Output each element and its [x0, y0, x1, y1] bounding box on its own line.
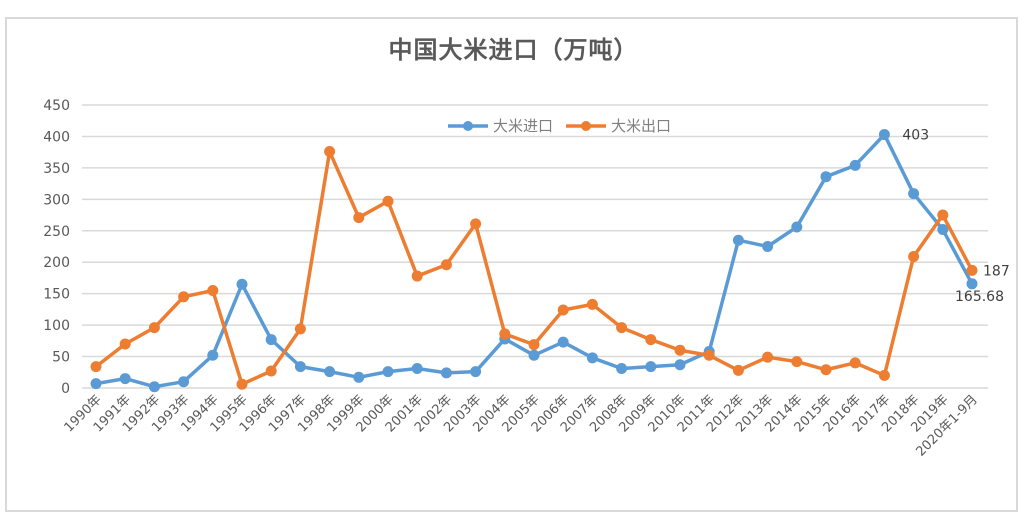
- data-point: [645, 334, 657, 346]
- y-tick-label: 50: [52, 350, 70, 366]
- data-point: [849, 357, 861, 369]
- y-tick-label: 300: [43, 192, 70, 208]
- data-point: [878, 369, 890, 381]
- data-point: [557, 304, 569, 316]
- data-point: [616, 322, 628, 334]
- data-point: [178, 291, 190, 303]
- chart-frame: [5, 17, 1018, 512]
- data-point: [324, 146, 336, 158]
- legend-marker-icon: [581, 121, 591, 131]
- data-point: [908, 188, 920, 200]
- data-point: [878, 129, 890, 141]
- series-大米出口: [90, 146, 978, 390]
- data-point: [528, 349, 540, 361]
- data-point: [90, 378, 102, 390]
- legend-item[interactable]: 大米出口: [566, 117, 671, 135]
- legend-label: 大米出口: [611, 117, 671, 135]
- data-point: [207, 285, 219, 297]
- data-point: [382, 195, 394, 207]
- y-tick-label: 0: [61, 381, 70, 397]
- data-point: [119, 373, 131, 385]
- data-point: [470, 218, 482, 230]
- data-point: [791, 356, 803, 368]
- data-point: [148, 381, 160, 393]
- data-point: [353, 371, 365, 383]
- data-point: [645, 361, 657, 373]
- data-point: [791, 221, 803, 233]
- data-point: [586, 298, 598, 310]
- data-point: [148, 322, 160, 334]
- data-point: [294, 323, 306, 335]
- data-point: [440, 367, 452, 379]
- chart-title: 中国大米进口（万吨）: [388, 36, 639, 64]
- data-point: [411, 270, 423, 282]
- data-point: [674, 344, 686, 356]
- series-大米进口: [90, 129, 978, 393]
- gridlines: [82, 104, 988, 389]
- data-point: [265, 365, 277, 377]
- data-point: [849, 159, 861, 171]
- data-point: [236, 378, 248, 390]
- data-point: [470, 366, 482, 378]
- y-axis: 0 50 100 150 200 250 300 350 400 450: [43, 98, 70, 397]
- data-point: [411, 363, 423, 375]
- data-point: [937, 224, 949, 236]
- data-point: [937, 209, 949, 221]
- data-point: [499, 328, 511, 340]
- data-point: [616, 363, 628, 375]
- data-point: [703, 349, 715, 361]
- y-tick-label: 400: [43, 129, 70, 145]
- data-point: [557, 336, 569, 348]
- data-point: [908, 251, 920, 263]
- legend-marker-icon: [463, 121, 473, 131]
- data-point: [820, 171, 832, 183]
- data-point: [119, 338, 131, 350]
- data-point: [762, 241, 774, 252]
- data-point: [265, 334, 277, 346]
- data-label: 403: [902, 128, 929, 144]
- data-point: [966, 264, 978, 276]
- data-point: [353, 212, 365, 224]
- data-point: [966, 278, 978, 290]
- y-tick-label: 450: [43, 98, 70, 114]
- data-point: [207, 349, 219, 361]
- y-tick-label: 200: [43, 255, 70, 271]
- series-lines: [90, 129, 978, 393]
- data-label: 165.68: [955, 289, 1004, 305]
- data-point: [732, 364, 744, 376]
- y-tick-label: 350: [43, 161, 70, 177]
- y-tick-label: 250: [43, 224, 70, 240]
- legend: 大米进口 大米出口: [448, 117, 671, 135]
- data-point: [236, 278, 248, 290]
- data-point: [528, 339, 540, 351]
- data-point: [674, 359, 686, 371]
- legend-label: 大米进口: [493, 117, 553, 135]
- y-tick-label: 100: [43, 318, 70, 334]
- x-axis: 1990年1991年1992年1993年1994年1995年1996年1997年…: [62, 392, 981, 459]
- data-point: [440, 259, 452, 271]
- y-tick-label: 150: [43, 287, 70, 303]
- data-point: [382, 366, 394, 378]
- data-point: [732, 234, 744, 246]
- data-point: [90, 361, 102, 373]
- data-point: [178, 376, 190, 388]
- data-point: [820, 364, 832, 376]
- data-point: [762, 351, 774, 363]
- data-point: [586, 352, 598, 364]
- legend-item[interactable]: 大米进口: [448, 117, 553, 135]
- data-label: 187: [983, 263, 1010, 279]
- data-point: [324, 366, 336, 378]
- data-point: [294, 361, 306, 373]
- data-labels: 403 165.68 187: [902, 128, 1009, 305]
